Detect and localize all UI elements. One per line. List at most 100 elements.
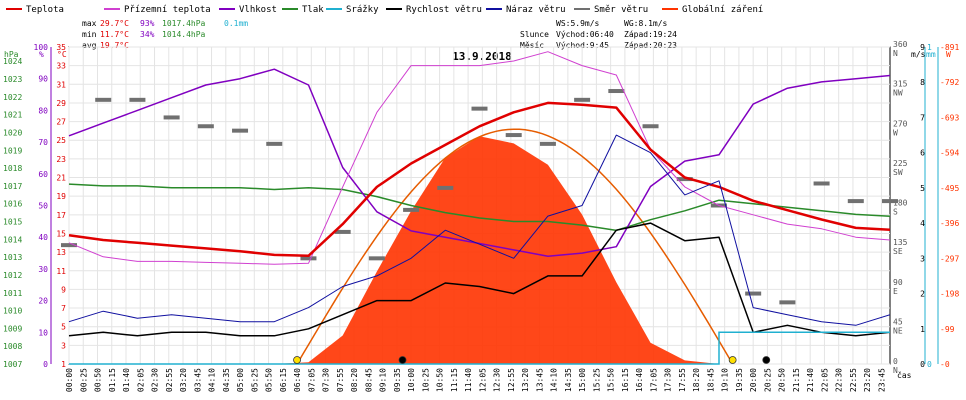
tick-w: -594 <box>940 149 959 158</box>
tick-time: 17:55 <box>678 368 687 392</box>
tick-time: 16:15 <box>621 368 630 392</box>
tick-hpa: 1021 <box>3 111 22 120</box>
tick-time: 12:55 <box>507 368 516 392</box>
tick-time: 11:15 <box>450 368 459 392</box>
legend: Teplota Přízemní teplota Vlhkost Tlak Sr… <box>6 5 763 15</box>
wind-direction-mark <box>266 141 283 146</box>
legend-globalni-zareni: Globální záření <box>682 5 763 15</box>
tick-degc: 5 <box>61 323 66 332</box>
tick-time: 06:40 <box>293 368 302 392</box>
tick-degc: 13 <box>56 248 66 257</box>
wind-direction-mark <box>779 300 796 305</box>
legend-srazky: Srážky <box>346 5 379 15</box>
tick-degc: 21 <box>56 174 66 183</box>
sunset-marker <box>728 356 737 364</box>
tick-hpa: 1017 <box>3 182 22 191</box>
tick-w: -891 <box>940 43 959 52</box>
legend-vlhkost: Vlhkost <box>239 5 277 15</box>
wind-direction-mark <box>471 106 488 111</box>
tick-hpa: 1009 <box>3 324 22 333</box>
tick-mm: 1 <box>927 43 932 52</box>
tick-w: -297 <box>940 254 959 263</box>
stat-max-press: 1017.4hPa <box>162 19 206 28</box>
unit-cas: čas <box>897 370 912 380</box>
tick-time: 15:50 <box>607 368 616 392</box>
series-line-tlak <box>68 183 891 232</box>
legend-tlak: Tlak <box>302 5 324 15</box>
tick-time: 04:35 <box>222 368 231 392</box>
tick-time: 14:10 <box>550 368 559 392</box>
tick-ms: 3 <box>920 254 925 263</box>
tick-direction: 180 <box>893 199 908 208</box>
series-line-srazky <box>69 331 890 365</box>
tick-time: 22:55 <box>849 368 858 392</box>
tick-degc: 23 <box>56 155 66 164</box>
tick-compass: E <box>893 287 898 296</box>
moonset-marker <box>762 356 771 364</box>
radiation-layer <box>69 128 890 365</box>
tick-ms: 4 <box>920 219 925 228</box>
tick-pct: 60 <box>38 170 48 179</box>
tick-time: 18:45 <box>706 368 715 392</box>
tick-time: 10:50 <box>436 368 445 392</box>
tick-w: -693 <box>940 113 959 122</box>
sun-label: Slunce <box>520 30 549 39</box>
tick-time: 10:00 <box>407 368 416 392</box>
legend-rychlost-vetru: Rychlost větru <box>406 5 482 15</box>
tick-time: 17:05 <box>649 368 658 392</box>
tick-degc: 11 <box>56 267 66 276</box>
wind-direction-mark <box>300 256 317 261</box>
tick-time: 03:45 <box>193 368 202 392</box>
tick-time: 21:15 <box>792 368 801 392</box>
radiation-area <box>69 136 890 364</box>
tick-ms: 7 <box>920 113 925 122</box>
stat-max-hum: 93% <box>140 19 155 28</box>
tick-pct: 90 <box>38 75 48 84</box>
tick-degc: 27 <box>56 118 66 127</box>
tick-time: 02:05 <box>136 368 145 392</box>
tick-hpa: 1022 <box>3 93 22 102</box>
tick-hpa: 1015 <box>3 218 22 227</box>
wind-direction-mark <box>368 256 385 261</box>
tick-hpa: 1007 <box>3 360 22 369</box>
tick-hpa: 1012 <box>3 271 22 280</box>
tick-w: -0 <box>940 360 950 369</box>
tick-degc: 19 <box>56 192 66 201</box>
tick-pct: 70 <box>38 138 48 147</box>
tick-direction: 45 <box>893 317 903 326</box>
tick-degc: 9 <box>61 285 66 294</box>
legend-teplota: Teplota <box>26 5 64 15</box>
tick-time: 02:30 <box>151 368 160 392</box>
tick-direction: 0 <box>893 357 898 366</box>
tick-time: 23:20 <box>863 368 872 392</box>
tick-degc: 25 <box>56 136 66 145</box>
tick-time: 12:30 <box>493 368 502 392</box>
tick-pct: 20 <box>38 297 48 306</box>
tick-pct: 50 <box>38 202 48 211</box>
tick-time: 08:20 <box>350 368 359 392</box>
series-line-n-raz-v-tru <box>68 134 891 326</box>
unit-mm: mm <box>926 50 936 59</box>
tick-ms: 8 <box>920 78 925 87</box>
stat-min-hum: 34% <box>140 30 155 39</box>
stat-max-temp: 29.7°C <box>100 19 129 28</box>
series-line-p-zemn-teplota <box>68 51 891 265</box>
tick-ms: 2 <box>920 290 925 299</box>
tick-time: 23:45 <box>877 368 886 392</box>
wind-direction-mark <box>129 97 146 102</box>
tick-hpa: 1013 <box>3 253 22 262</box>
wind-speed-info: WS:5.9m/s <box>556 19 600 28</box>
tick-degc: 1 <box>61 360 66 369</box>
tick-ms: 5 <box>920 184 925 193</box>
tick-compass: NW <box>893 89 903 98</box>
tick-hpa: 1011 <box>3 289 22 298</box>
tick-time: 14:35 <box>564 368 573 392</box>
time-axis: 00:00 00:25 00:50 01:15 01:40 02:05 02:30 02:55… <box>65 368 886 392</box>
tick-pct: 10 <box>38 328 48 337</box>
tick-degc: 7 <box>61 304 66 313</box>
tick-w: -495 <box>940 184 959 193</box>
tick-degc: 31 <box>56 80 66 89</box>
tick-compass: W <box>893 128 898 137</box>
stat-min-temp: 11.7°C <box>100 30 129 39</box>
